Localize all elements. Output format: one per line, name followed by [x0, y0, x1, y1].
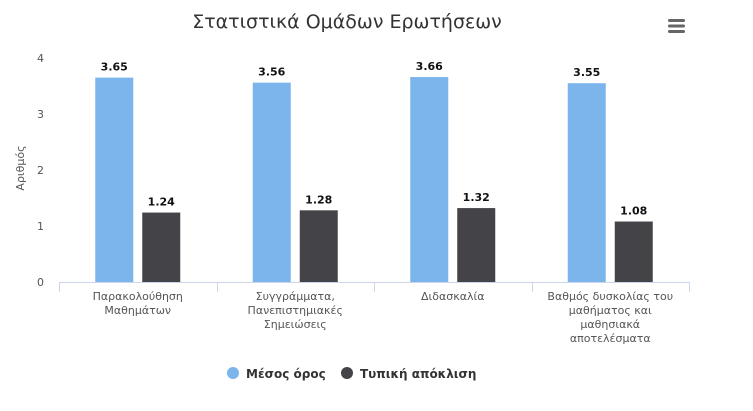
- bar[interactable]: [252, 82, 291, 282]
- x-tick-label: Συγγράμματα, Πανεπιστημιακές Σημειώσεις: [248, 290, 343, 331]
- bar[interactable]: [142, 212, 181, 282]
- data-label: 1.24: [148, 196, 175, 209]
- bar[interactable]: [299, 210, 338, 282]
- bar[interactable]: [95, 77, 134, 282]
- plot-area: [95, 77, 653, 282]
- data-label: 3.65: [101, 61, 128, 74]
- bar[interactable]: [410, 77, 449, 282]
- legend-symbol: [341, 367, 353, 379]
- y-axis-title: Αριθμός: [14, 145, 27, 190]
- legend: Μέσος όρος Τυπική απόκλιση: [227, 367, 476, 381]
- legend-label: Μέσος όρος: [246, 367, 326, 381]
- y-axis: 0 1 2 3 4: [37, 52, 44, 289]
- y-tick-label: 2: [37, 164, 44, 177]
- hamburger-menu-icon: [668, 19, 685, 33]
- y-tick-label: 3: [37, 108, 44, 121]
- legend-item[interactable]: Τυπική απόκλιση: [341, 367, 476, 381]
- x-axis: Παρακολούθηση Μαθημάτων Συγγράμματα, Πανεπι…: [59, 282, 690, 345]
- data-label: 1.32: [463, 191, 490, 204]
- y-tick-label: 1: [37, 220, 44, 233]
- data-label: 1.28: [305, 193, 332, 206]
- chart-title: Στατιστικά Ομάδων Ερωτήσεων: [192, 11, 502, 33]
- bar[interactable]: [457, 208, 496, 282]
- y-tick-label: 4: [37, 52, 44, 65]
- data-label: 3.55: [573, 66, 600, 79]
- legend-item[interactable]: Μέσος όρος: [227, 367, 326, 381]
- x-tick-label: Παρακολούθηση Μαθημάτων: [93, 290, 183, 317]
- legend-label: Τυπική απόκλιση: [360, 367, 476, 381]
- x-tick-label: Βαθμός δυσκολίας του μαθήματος και μαθησια…: [547, 290, 673, 345]
- data-labels: 3.65 3.56 3.66 3.55 1.24 1.28 1.32 1.08: [101, 60, 648, 217]
- legend-symbol: [227, 367, 239, 379]
- data-label: 1.08: [620, 205, 647, 218]
- bar[interactable]: [614, 221, 653, 282]
- x-tick-label: Διδασκαλία: [421, 290, 484, 303]
- y-tick-label: 0: [37, 276, 44, 289]
- chart-menu-button[interactable]: [664, 14, 690, 38]
- data-label: 3.66: [416, 60, 443, 73]
- bar[interactable]: [567, 83, 606, 282]
- data-label: 3.56: [258, 66, 285, 79]
